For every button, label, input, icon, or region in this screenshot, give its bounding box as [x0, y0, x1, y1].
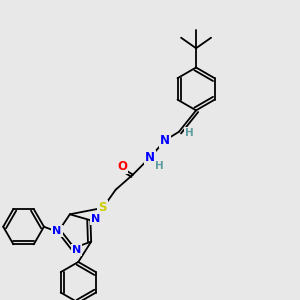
- Text: N: N: [52, 226, 62, 236]
- Text: N: N: [72, 245, 81, 255]
- Text: N: N: [91, 214, 101, 224]
- Text: N: N: [160, 134, 170, 147]
- Text: H: H: [155, 161, 164, 171]
- Text: N: N: [145, 151, 155, 164]
- Text: S: S: [99, 201, 107, 214]
- Text: H: H: [185, 128, 194, 138]
- Text: O: O: [117, 160, 127, 172]
